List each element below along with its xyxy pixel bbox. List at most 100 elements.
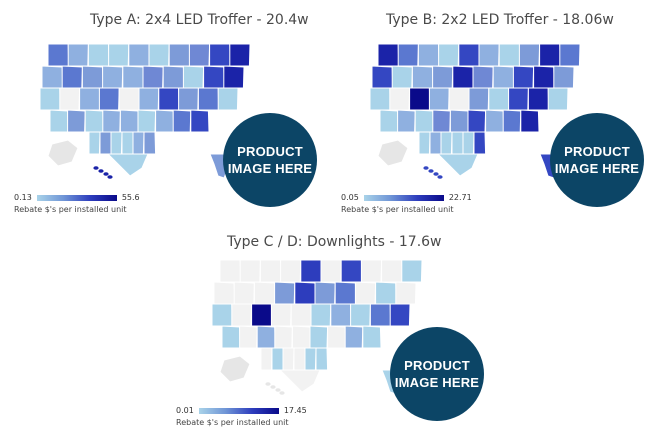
state-region <box>85 110 103 132</box>
state-region <box>519 44 539 66</box>
state-region <box>433 110 451 132</box>
state-region <box>50 110 68 132</box>
state-region <box>234 282 254 304</box>
state-region-texas <box>280 370 320 392</box>
state-region-texas <box>438 154 478 176</box>
legend-gradient-bar <box>199 408 279 414</box>
legend-max: 17.45 <box>284 406 307 415</box>
state-region <box>335 282 356 304</box>
state-region <box>534 66 555 88</box>
state-region <box>88 44 109 66</box>
state-region <box>210 44 231 66</box>
state-region <box>310 326 328 348</box>
state-region <box>163 66 184 88</box>
state-region <box>214 282 235 304</box>
state-region <box>396 282 416 304</box>
state-region <box>479 44 499 66</box>
state-region <box>68 44 88 66</box>
state-region <box>281 260 301 282</box>
state-region <box>355 282 375 304</box>
product-image-placeholder: PRODUCT IMAGE HERE <box>390 327 484 421</box>
state-region-texas <box>108 154 148 176</box>
legend-caption: Rebate $'s per installed unit <box>176 418 307 427</box>
state-region-hawaii <box>103 172 108 176</box>
state-region-hawaii <box>279 391 284 395</box>
legend-max: 55.6 <box>122 193 140 202</box>
state-region <box>89 132 100 154</box>
state-region-hawaii <box>107 175 112 179</box>
state-region <box>252 304 272 326</box>
state-region <box>42 66 63 88</box>
state-region <box>123 66 144 88</box>
state-region <box>439 44 459 66</box>
state-region <box>328 326 346 348</box>
state-region <box>311 304 331 326</box>
state-region <box>224 66 244 88</box>
state-region <box>129 44 150 66</box>
state-region <box>120 110 138 132</box>
state-region <box>363 326 381 348</box>
state-region-hawaii <box>275 388 280 392</box>
state-region-hawaii <box>423 166 428 170</box>
state-region <box>429 88 449 110</box>
state-region <box>351 304 371 326</box>
state-region <box>463 132 474 154</box>
state-region <box>419 132 430 154</box>
state-region-hawaii <box>93 166 98 170</box>
state-region <box>410 88 430 110</box>
state-region <box>100 132 112 154</box>
state-region <box>331 304 351 326</box>
state-region <box>240 260 260 282</box>
state-region <box>109 44 129 66</box>
state-region <box>189 44 209 66</box>
badge-line-2: IMAGE HERE <box>395 374 479 391</box>
badge-line-2: IMAGE HERE <box>228 160 312 177</box>
state-region <box>468 110 486 132</box>
state-region <box>486 110 504 132</box>
legend-caption: Rebate $'s per installed unit <box>14 205 140 214</box>
state-region <box>272 348 284 370</box>
state-region <box>271 304 291 326</box>
state-region <box>111 132 122 154</box>
state-region <box>382 260 403 282</box>
state-region <box>62 66 82 88</box>
state-region <box>212 304 232 326</box>
state-region <box>473 66 493 88</box>
state-region <box>493 66 514 88</box>
state-region <box>40 88 60 110</box>
color-legend: 0.13 55.6 Rebate $'s per installed unit <box>14 193 140 214</box>
state-region <box>260 260 281 282</box>
state-region <box>316 348 328 370</box>
state-region <box>60 88 80 110</box>
state-region <box>345 326 363 348</box>
state-region <box>450 110 468 132</box>
badge-line-1: PRODUCT <box>404 357 470 374</box>
state-region <box>119 88 139 110</box>
state-region <box>122 132 134 154</box>
state-region <box>452 132 464 154</box>
state-region-alaska <box>48 140 78 166</box>
legend-min: 0.13 <box>14 193 32 202</box>
product-image-placeholder: PRODUCT IMAGE HERE <box>223 113 317 207</box>
state-region <box>275 282 295 304</box>
state-region-hawaii <box>98 169 103 173</box>
state-region <box>198 88 218 110</box>
state-region <box>430 132 442 154</box>
state-region <box>380 110 398 132</box>
state-region <box>554 66 574 88</box>
state-region <box>315 282 335 304</box>
state-region <box>295 282 316 304</box>
state-region <box>548 88 568 110</box>
state-region <box>139 88 159 110</box>
state-region <box>220 260 241 282</box>
state-region <box>240 326 258 348</box>
state-region <box>398 44 418 66</box>
state-region <box>378 44 399 66</box>
state-region <box>173 110 191 132</box>
state-region <box>232 304 252 326</box>
state-region <box>80 88 100 110</box>
state-region <box>521 110 539 132</box>
legend-gradient-bar <box>37 195 117 201</box>
state-region <box>305 348 316 370</box>
legend-min: 0.05 <box>341 193 359 202</box>
